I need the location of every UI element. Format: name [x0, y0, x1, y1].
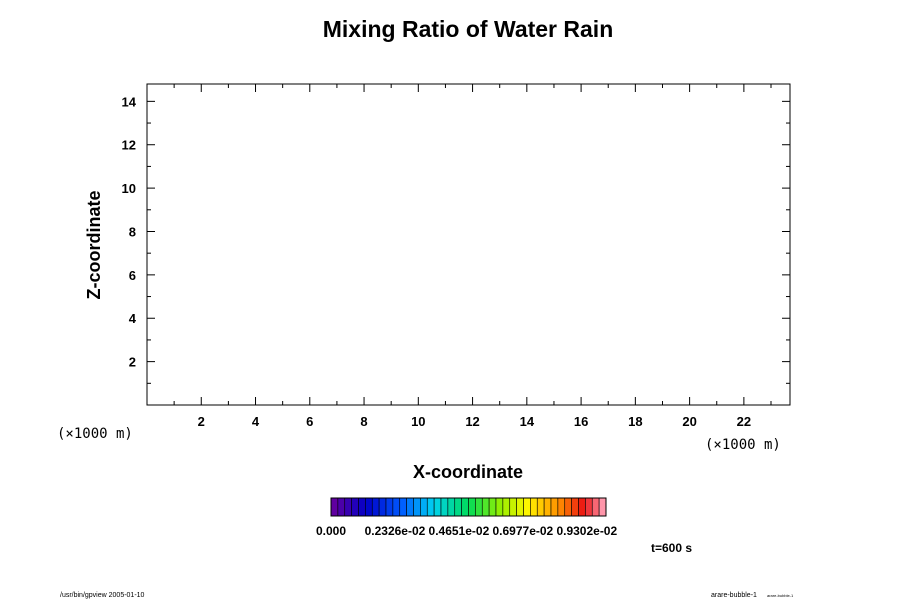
- colorbar-cell: [454, 497, 462, 517]
- colorbar-cell: [488, 497, 497, 517]
- footer-right: arare-bubble-1: [711, 592, 757, 599]
- colorbar-cell: [365, 497, 373, 517]
- x-tick-label: 2: [198, 414, 205, 429]
- colorbar-tick-label: 0.2326e-02: [365, 524, 426, 538]
- colorbar-cell: [564, 497, 572, 517]
- colorbar-cell: [399, 497, 407, 517]
- y-axis-label: Z-coordinate: [84, 190, 104, 299]
- colorbar-cell: [543, 497, 552, 517]
- colorbar-cell: [440, 497, 449, 517]
- colorbar-cell: [378, 497, 387, 517]
- colorbar-cell: [330, 497, 339, 517]
- colorbar-cell: [337, 497, 346, 517]
- colorbar-cell: [530, 497, 538, 517]
- colorbar-cell: [591, 497, 600, 517]
- y-tick-label: 14: [122, 94, 137, 109]
- x-tick-label: 12: [465, 414, 479, 429]
- colorbar-cell: [344, 497, 352, 517]
- colorbar-cell: [461, 497, 469, 517]
- colorbar-tick-label: 0.6977e-02: [493, 524, 554, 538]
- footer-right-sub: arare-bubble-1: [767, 593, 794, 598]
- colorbar-frame: [330, 497, 607, 517]
- y-tick-label: 2: [129, 355, 136, 370]
- colorbar-cell: [433, 497, 442, 517]
- colorbar-cell: [578, 497, 586, 517]
- colorbar-cell: [571, 497, 579, 517]
- colorbar-cell: [420, 497, 428, 517]
- y-axis-ticks: [147, 100, 790, 384]
- x-tick-label: 20: [682, 414, 696, 429]
- y-tick-label: 10: [122, 181, 136, 196]
- x-tick-label: 14: [520, 414, 535, 429]
- colorbar: [330, 497, 607, 517]
- y-axis-tick-labels: 2 4 6 8 10 12 14: [122, 94, 137, 369]
- x-axis-ticks: [173, 84, 772, 405]
- y-tick-label: 8: [129, 224, 136, 239]
- chart-title: Mixing Ratio of Water Rain: [323, 16, 614, 42]
- colorbar-cell: [495, 497, 504, 517]
- colorbar-cell: [516, 497, 524, 517]
- colorbar-cell: [585, 497, 593, 517]
- colorbar-cell: [385, 497, 394, 517]
- x-tick-label: 10: [411, 414, 425, 429]
- x-tick-label: 18: [628, 414, 642, 429]
- colorbar-cell: [509, 497, 517, 517]
- colorbar-cell: [523, 497, 531, 517]
- x-tick-label: 6: [306, 414, 313, 429]
- y-tick-label: 4: [129, 311, 137, 326]
- colorbar-cell: [447, 497, 456, 517]
- x-tick-label: 8: [360, 414, 367, 429]
- x-tick-label: 16: [574, 414, 588, 429]
- colorbar-cell: [392, 497, 401, 517]
- colorbar-cell: [351, 497, 359, 517]
- colorbar-cell: [481, 497, 490, 517]
- x-tick-label: 4: [252, 414, 260, 429]
- x-axis-scale-label: (×1000 m): [705, 437, 781, 453]
- colorbar-cell: [468, 497, 476, 517]
- colorbar-cell: [406, 497, 414, 517]
- colorbar-cell: [413, 497, 421, 517]
- colorbar-cell: [502, 497, 511, 517]
- colorbar-tick-labels: 0.000 0.2326e-02 0.4651e-02 0.6977e-02 0.930…: [316, 524, 618, 538]
- footer-left: /usr/bin/gpview 2005-01-10: [60, 592, 145, 599]
- colorbar-tick-label: 0.000: [316, 524, 346, 538]
- colorbar-cell: [358, 497, 366, 517]
- colorbar-tick-label: 0.4651e-02: [429, 524, 490, 538]
- colorbar-cell: [371, 497, 380, 517]
- time-label: t=600 s: [651, 541, 692, 555]
- colorbar-cell: [598, 497, 607, 517]
- y-tick-label: 6: [129, 268, 136, 283]
- x-axis-tick-labels: 2 4 6 8 10 12 14 16 18 20 22: [198, 414, 751, 429]
- colorbar-cell: [557, 497, 566, 517]
- colorbar-cell: [475, 497, 483, 517]
- plot-frame: [146, 83, 791, 406]
- colorbar-cell: [550, 497, 559, 517]
- x-axis-label: X-coordinate: [413, 462, 523, 482]
- colorbar-tick-label: 0.9302e-02: [556, 524, 617, 538]
- colorbar-cell: [536, 497, 545, 517]
- x-tick-label: 22: [737, 414, 751, 429]
- y-tick-label: 12: [122, 138, 136, 153]
- colorbar-cell: [426, 497, 435, 517]
- y-axis-scale-label: (×1000 m): [57, 426, 133, 442]
